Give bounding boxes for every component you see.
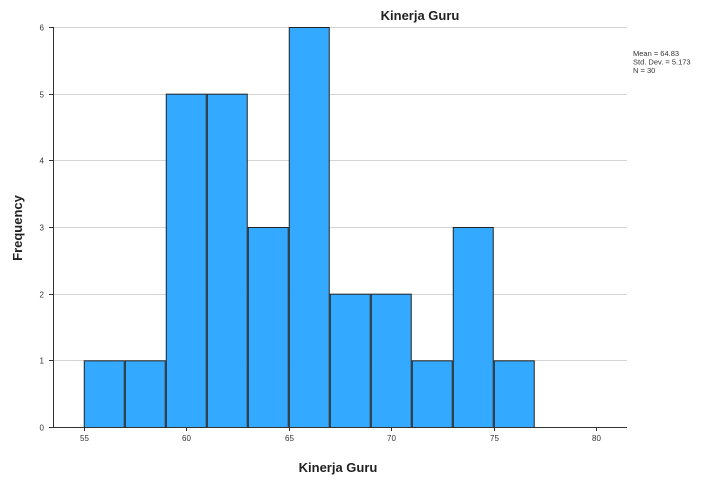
x-tick-label: 75 bbox=[490, 434, 499, 443]
y-tick-label: 6 bbox=[40, 24, 45, 33]
histogram-bar bbox=[411, 360, 453, 429]
y-tick-label: 4 bbox=[40, 157, 45, 166]
y-tick-label: 2 bbox=[40, 291, 45, 300]
stats-line: Mean = 64.83 bbox=[633, 49, 679, 58]
x-axis-label: Kinerja Guru bbox=[299, 460, 378, 475]
x-tick-label: 60 bbox=[182, 434, 191, 443]
histogram-bar bbox=[247, 227, 289, 428]
chart-title: Kinerja Guru bbox=[381, 8, 460, 23]
histogram-bar bbox=[206, 93, 248, 429]
x-tick-label: 80 bbox=[592, 434, 601, 443]
stats-line: Std. Dev. = 5.173 bbox=[633, 58, 691, 67]
y-tick-label: 0 bbox=[40, 424, 45, 433]
y-tick-label: 3 bbox=[40, 224, 45, 233]
histogram-bar bbox=[370, 293, 412, 428]
histogram-bar bbox=[452, 227, 494, 428]
x-tick-label: 55 bbox=[80, 434, 89, 443]
y-tick-label: 1 bbox=[40, 357, 45, 366]
histogram-bar bbox=[165, 93, 207, 429]
y-axis-label: Frequency bbox=[10, 194, 25, 261]
histogram-bar bbox=[288, 27, 330, 428]
x-tick-label: 70 bbox=[387, 434, 396, 443]
y-tick-label: 5 bbox=[40, 91, 45, 100]
histogram-bar bbox=[493, 360, 535, 429]
axes: 0 1 2 3 4 5 6 55 60 65 70 75 80 bbox=[40, 24, 627, 443]
histogram-bar bbox=[329, 293, 371, 428]
bars bbox=[83, 27, 535, 429]
histogram-bar bbox=[83, 360, 125, 429]
stats-line: N = 30 bbox=[633, 66, 655, 75]
histogram-bar bbox=[124, 360, 166, 429]
x-tick-label: 65 bbox=[285, 434, 294, 443]
